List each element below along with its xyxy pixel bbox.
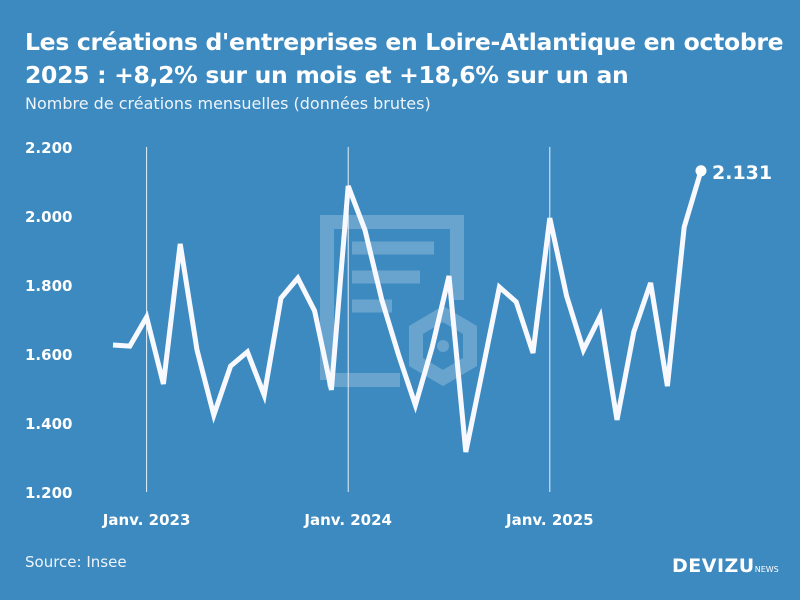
chart-title: Les créations d'entreprises en Loire-Atl… [25,28,784,89]
y-tick-label: 1.600 [25,346,72,364]
logo-small: NEWS [754,565,779,574]
y-tick-label: 2.200 [25,139,72,157]
y-tick-label: 1.800 [25,277,72,295]
chart-subtitle: Nombre de créations mensuelles (données … [25,94,431,113]
last-point-marker [695,165,707,177]
devizu-logo: DEVIZUNEWS [672,555,779,577]
y-tick-label: 1.400 [25,415,72,433]
source-text: Source: Insee [25,553,127,571]
series-line [112,170,704,453]
x-tick-label: Janv. 2023 [102,511,191,529]
document-watermark-icon [320,215,477,387]
x-tick-label: Janv. 2024 [303,511,392,529]
last-value-label: 2.131 [712,162,772,184]
y-tick-label: 2.000 [25,208,72,226]
logo-main: DEVIZU [672,555,755,577]
x-tick-label: Janv. 2025 [505,511,594,529]
y-tick-label: 1.200 [25,484,72,502]
